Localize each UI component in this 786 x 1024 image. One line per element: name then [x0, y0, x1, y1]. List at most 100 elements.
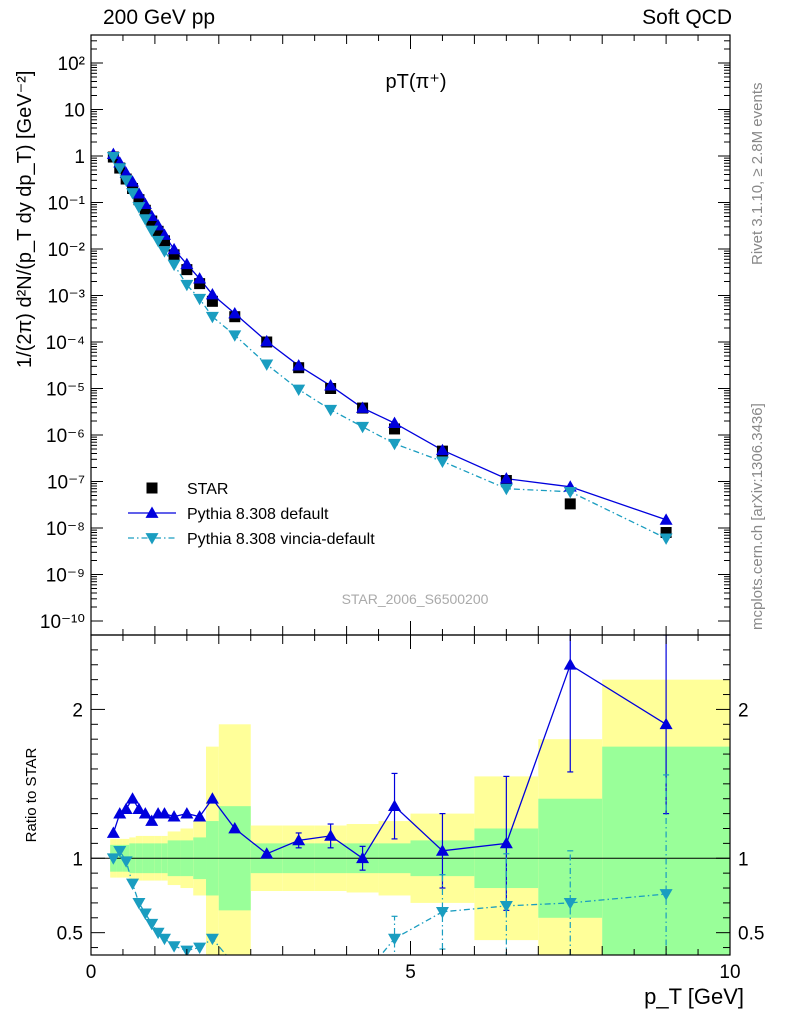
- ratio-data-point: [205, 792, 219, 804]
- ratio-data-point: [435, 906, 449, 919]
- main-data-point: [659, 533, 673, 545]
- main-data-point: [324, 379, 338, 391]
- ratio-data-point: [113, 807, 127, 819]
- main-y-tick-label: 10⁻¹: [48, 193, 86, 214]
- main-y-tick-label: 10⁻⁵: [46, 379, 85, 400]
- x-tick-label: 0: [86, 962, 97, 983]
- ratio-data-point: [193, 942, 207, 955]
- ratio-data-point: [228, 961, 241, 972]
- ratio-data-point: [138, 908, 152, 920]
- ratio-data-point: [119, 856, 133, 868]
- ratio-y-tick-label: 2: [72, 700, 83, 721]
- ratio-data-point: [145, 918, 159, 931]
- legend-marker: [145, 506, 159, 518]
- main-data-point: [659, 513, 673, 525]
- ratio-data-point: [659, 889, 673, 901]
- main-data-point: [138, 214, 152, 226]
- main-data-point: [194, 278, 206, 290]
- x-tick-label: 10: [719, 962, 740, 983]
- main-y-tick-label: 10⁻¹⁰: [40, 612, 85, 633]
- main-data-point: [660, 527, 672, 539]
- ratio-data-point: [126, 878, 140, 891]
- x-tick-label: 5: [405, 962, 416, 983]
- ratio-data-point: [157, 807, 171, 819]
- ratio-data-point: [106, 826, 120, 838]
- ratio-y-tick-label: 0.5: [57, 924, 83, 945]
- main-data-point: [356, 401, 370, 413]
- ratio-data-point: [563, 898, 577, 910]
- legend-marker: [146, 482, 158, 494]
- main-data-point: [563, 486, 577, 499]
- ratio-plot-series: [106, 635, 673, 995]
- ratio-data-point: [132, 898, 146, 910]
- main-data-point: [126, 188, 140, 200]
- ratio-data-point: [228, 821, 242, 834]
- ratio-y-tick-label: 2: [738, 700, 749, 721]
- ratio-data-point: [132, 802, 146, 815]
- legend-label: STAR: [187, 481, 228, 498]
- ratio-data-point: [292, 833, 306, 846]
- main-y-tick-label: 10⁻⁹: [46, 566, 85, 587]
- main-data-point: [145, 225, 159, 237]
- main-data-point: [152, 225, 164, 237]
- main-data-point: [228, 307, 242, 319]
- legend-label: Pythia 8.308 default: [187, 506, 329, 523]
- main-data-point: [205, 311, 219, 324]
- main-data-point: [260, 359, 274, 371]
- main-data-point: [139, 204, 151, 216]
- ratio-data-point: [499, 901, 513, 913]
- main-data-point: [228, 330, 242, 342]
- plot-title: pT(π⁺): [385, 71, 446, 93]
- main-data-point: [146, 215, 158, 227]
- main-data-point: [132, 187, 146, 199]
- ratio-data-point: [138, 807, 152, 819]
- ratio-data-point: [126, 792, 140, 804]
- ratio-data-point: [151, 927, 165, 940]
- main-data-point: [157, 246, 171, 258]
- main-data-point: [106, 151, 120, 164]
- ratio-data-point: [167, 810, 181, 822]
- ratio-data-point: [356, 972, 369, 983]
- ratio-data-point: [324, 984, 337, 995]
- main-data-point: [499, 483, 513, 496]
- main-data-point: [564, 498, 576, 510]
- main-data-point: [193, 272, 207, 284]
- ratio-data-point: [499, 836, 513, 849]
- main-data-point: [435, 456, 449, 468]
- main-data-point: [167, 242, 181, 255]
- ratio-y-axis-label: Ratio to STAR: [23, 747, 40, 842]
- main-data-point: [119, 175, 133, 187]
- main-y-tick-label: 10²: [58, 54, 85, 75]
- main-data-point: [193, 293, 207, 306]
- header-process-label: 200 GeV pp: [103, 6, 216, 29]
- ratio-data-point: [260, 847, 274, 859]
- legend: STAR Pythia 8.308 default Pythia 8.308 vin…: [128, 481, 375, 548]
- ratio-y-tick-label: 1: [72, 849, 83, 870]
- ratio-data-point: [193, 810, 207, 822]
- main-data-point: [180, 257, 194, 270]
- main-data-point: [499, 472, 513, 484]
- ratio-data-point: [356, 851, 370, 864]
- ratio-data-point: [145, 814, 159, 826]
- main-data-point: [133, 194, 145, 206]
- ratio-data-point: [388, 799, 402, 812]
- main-y-tick-label: 10⁻³: [48, 286, 86, 307]
- ratio-data-point: [659, 717, 673, 730]
- x-axis-label: p_T [GeV]: [644, 984, 744, 1009]
- ratio-data-point: [260, 972, 273, 983]
- main-y-tick-label: 10⁻⁷: [47, 473, 85, 494]
- legend-marker: [145, 533, 159, 545]
- plot-axes: 10⁻¹⁰ 10⁻⁹ 10⁻⁸ 10⁻⁷ 10⁻⁶ 10⁻⁵ 10⁻⁴ 10⁻³ 10⁻² 10⁻…: [40, 34, 764, 983]
- main-y-tick-label: 10⁻⁸: [46, 519, 85, 540]
- main-series-line: [112, 153, 667, 521]
- main-data-point: [168, 249, 180, 261]
- ratio-data-point: [324, 829, 338, 841]
- ratio-data-point: [205, 933, 219, 946]
- main-data-point: [292, 359, 306, 371]
- main-data-point: [260, 334, 274, 347]
- main-y-tick-label: 10: [64, 100, 85, 121]
- main-data-point: [388, 438, 402, 451]
- ratio-data-point: [113, 845, 127, 858]
- main-y-tick-label: 1: [74, 147, 85, 168]
